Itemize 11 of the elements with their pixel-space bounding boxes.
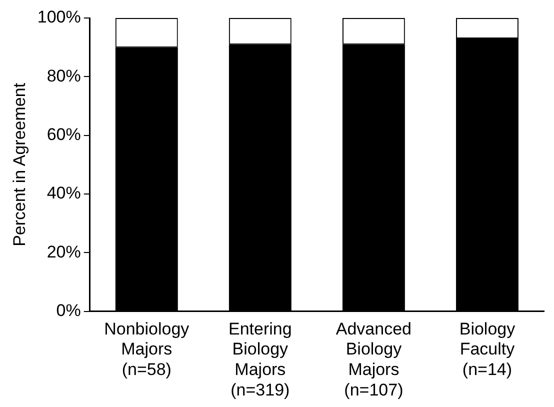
y-tick-label: 100% <box>37 8 81 27</box>
y-tick-label: 0% <box>56 301 81 320</box>
x-tick-label: Nonbiology Majors (n=58) <box>104 319 190 380</box>
x-tick-label: Entering Biology Majors (n=319) <box>228 319 292 400</box>
y-axis-title: Percent in Agreement <box>10 82 29 246</box>
x-tick-label: Advanced Biology Majors (n=107) <box>336 319 412 400</box>
y-tick-label: 80% <box>46 66 81 86</box>
y-tick-label: 60% <box>46 125 81 144</box>
x-tick-label: Biology Faculty (n=14) <box>459 319 516 380</box>
y-tick-label: 40% <box>46 184 81 203</box>
y-tick-label: 20% <box>46 242 81 262</box>
